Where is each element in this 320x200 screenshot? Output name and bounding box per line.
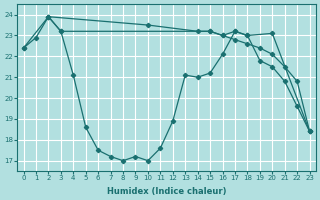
X-axis label: Humidex (Indice chaleur): Humidex (Indice chaleur) [107, 187, 226, 196]
